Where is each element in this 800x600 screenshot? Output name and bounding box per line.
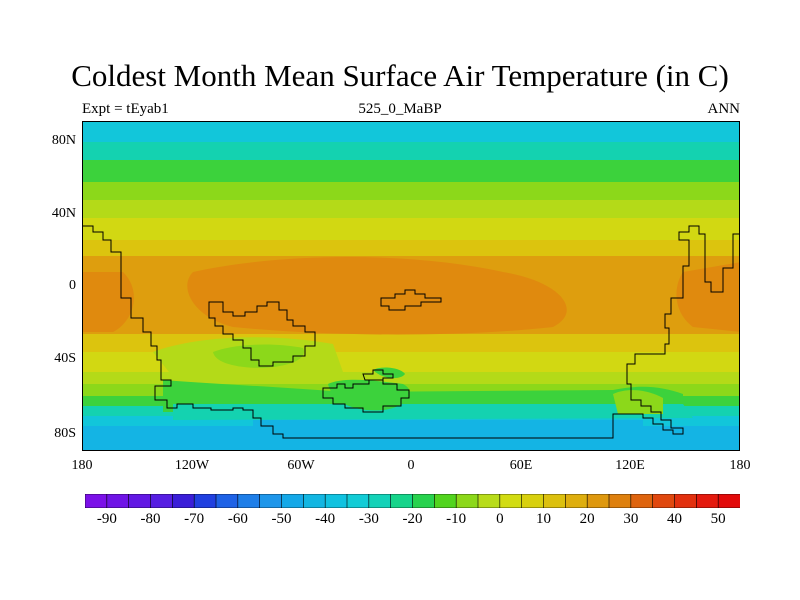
colorbar-swatch	[521, 494, 545, 508]
colorbar-label: 0	[496, 511, 504, 527]
colorbar-label: -30	[358, 511, 379, 527]
experiment-label: Expt = tEyab1	[82, 101, 169, 117]
band-north-gold	[83, 240, 739, 256]
lat-tick-40n: 40N	[51, 206, 76, 221]
colorbar-label: 20	[579, 511, 595, 527]
season-label: ANN	[707, 101, 741, 117]
colorbar-swatch	[215, 494, 239, 508]
lon-tick-60w: 60W	[287, 458, 315, 473]
colorbar-swatch	[106, 494, 130, 508]
colorbar-swatch	[543, 494, 566, 508]
colorbar-swatch	[390, 494, 414, 508]
south-land-teal	[173, 404, 693, 420]
coastline-island-south	[322, 379, 410, 413]
colorbar-label: 10	[536, 511, 551, 527]
inland-cold-patch-1	[328, 379, 411, 411]
colorbar-swatch	[652, 494, 676, 508]
colorbar-swatch	[281, 494, 304, 508]
colorbar-swatch	[259, 494, 283, 508]
colorbar-swatch	[499, 494, 523, 508]
lon-tick-120e: 120E	[615, 458, 645, 473]
colorbar-swatch	[477, 494, 501, 508]
colorbar-swatch	[172, 494, 195, 508]
colorbar-label: -70	[184, 511, 205, 527]
lon-tick-180e: 180	[729, 458, 751, 473]
colorbar-swatch	[85, 494, 108, 508]
colorbar-swatch	[586, 494, 610, 508]
colorbar-label: -60	[227, 511, 248, 527]
colorbar-swatch	[434, 494, 457, 508]
warm-core-central	[187, 257, 567, 335]
lat-tick-0: 0	[69, 278, 76, 293]
lon-tick-180w: 180	[71, 458, 93, 473]
coastlines	[83, 225, 739, 439]
colorbar-swatch	[128, 494, 152, 508]
colorbar-swatch	[412, 494, 435, 508]
colorbar-label: -20	[402, 511, 423, 527]
colorbar-swatch	[150, 494, 173, 508]
coastline-island-equator	[380, 289, 442, 311]
band-north-yellowgreen	[83, 200, 739, 218]
colorbar-label: 30	[623, 511, 639, 527]
colorbar-label: -80	[140, 511, 161, 527]
colorbar-swatch	[565, 494, 588, 508]
coastline-islet-south	[362, 369, 394, 381]
colorbar-swatch	[193, 494, 217, 508]
colorbar-swatch	[303, 494, 326, 508]
colorbar-label: -40	[315, 511, 336, 527]
colorbar-swatch	[630, 494, 654, 508]
temperature-map	[82, 121, 740, 451]
colorbar-label: -50	[271, 511, 292, 527]
coastline-main	[83, 225, 739, 439]
colorbar-swatch	[608, 494, 632, 508]
colorbar-swatch	[237, 494, 261, 508]
colorbar-swatch	[368, 494, 392, 508]
time-label: 525_0_MaBP	[358, 101, 442, 117]
colorbar	[85, 494, 740, 508]
colorbar-label: 50	[710, 511, 726, 527]
colorbar-label: 40	[667, 511, 682, 527]
lon-tick-60e: 60E	[509, 458, 533, 473]
colorbar-swatches	[85, 494, 740, 508]
band-polar-north	[83, 122, 739, 142]
lon-tick-120w: 120W	[174, 458, 210, 473]
colorbar-label: -90	[96, 511, 117, 527]
band-north-lime	[83, 182, 739, 200]
coastline-south-america-like	[208, 301, 316, 367]
colorbar-swatch	[324, 494, 348, 508]
band-north-green	[83, 160, 739, 182]
colorbar-swatch	[455, 494, 479, 508]
colorbar-label: -10	[446, 511, 467, 527]
map-canvas	[83, 122, 739, 450]
colorbar-swatch	[696, 494, 719, 508]
map-title: Coldest Month Mean Surface Air Temperatu…	[71, 58, 729, 93]
colorbar-swatch	[717, 494, 740, 508]
lat-tick-40s: 40S	[54, 351, 76, 366]
lon-tick-0: 0	[407, 458, 415, 473]
colorbar-swatch	[674, 494, 697, 508]
lat-tick-80s: 80S	[54, 426, 76, 441]
colorbar-swatch	[346, 494, 370, 508]
south-polar-land	[253, 420, 643, 450]
band-subpolar-north	[83, 142, 739, 160]
lat-tick-80n: 80N	[51, 133, 76, 148]
band-north-yellow	[83, 218, 739, 240]
